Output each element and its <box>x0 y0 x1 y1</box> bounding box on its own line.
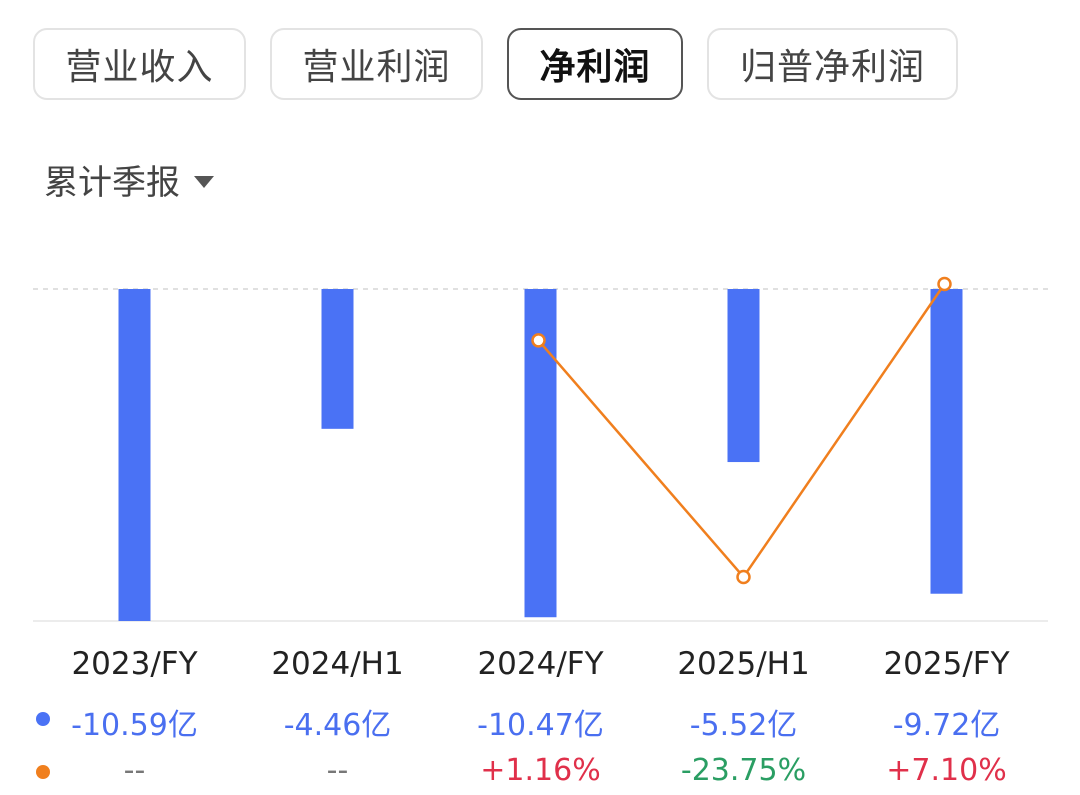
bar-value-label: -5.52亿 <box>689 708 798 743</box>
bar-value-label: -9.72亿 <box>892 708 1001 743</box>
legend-dot-growth <box>36 765 50 779</box>
bar <box>118 289 151 621</box>
bar-value-label: -10.59亿 <box>71 708 198 743</box>
bar <box>321 289 354 429</box>
period-dropdown[interactable]: 累计季报 <box>44 155 214 204</box>
growth-value-label: -- <box>123 753 146 788</box>
growth-point <box>937 276 952 292</box>
caret-down-icon <box>194 175 214 188</box>
tab-operating-profit[interactable]: 营业利润 <box>270 28 483 100</box>
tab-revenue[interactable]: 营业收入 <box>33 28 246 100</box>
tab-attributable-net-profit[interactable]: 归普净利润 <box>707 28 958 100</box>
bar <box>727 289 760 463</box>
bar-value-label: -4.46亿 <box>283 708 392 743</box>
legend-dot-net-profit <box>36 712 50 726</box>
bar <box>930 289 963 594</box>
bar-value-label: -10.47亿 <box>477 708 604 743</box>
x-tick-label: 2025/FY <box>883 646 1010 682</box>
growth-value-label: +1.16% <box>480 753 601 788</box>
tab-net-profit[interactable]: 净利润 <box>507 28 683 100</box>
metric-tabs: 营业收入 营业利润 净利润 归普净利润 <box>33 28 958 100</box>
period-label: 累计季报 <box>44 163 180 203</box>
growth-value-label: -23.75% <box>680 753 807 788</box>
growth-point <box>736 569 751 585</box>
growth-value-label: -- <box>326 753 349 788</box>
x-tick-label: 2024/FY <box>477 646 604 682</box>
growth-value-label: +7.10% <box>886 753 1007 788</box>
x-tick-label: 2024/H1 <box>271 646 404 682</box>
x-tick-label: 2025/H1 <box>677 646 810 682</box>
x-tick-label: 2023/FY <box>71 646 198 682</box>
net-profit-chart <box>33 276 1048 622</box>
growth-point <box>531 333 546 348</box>
